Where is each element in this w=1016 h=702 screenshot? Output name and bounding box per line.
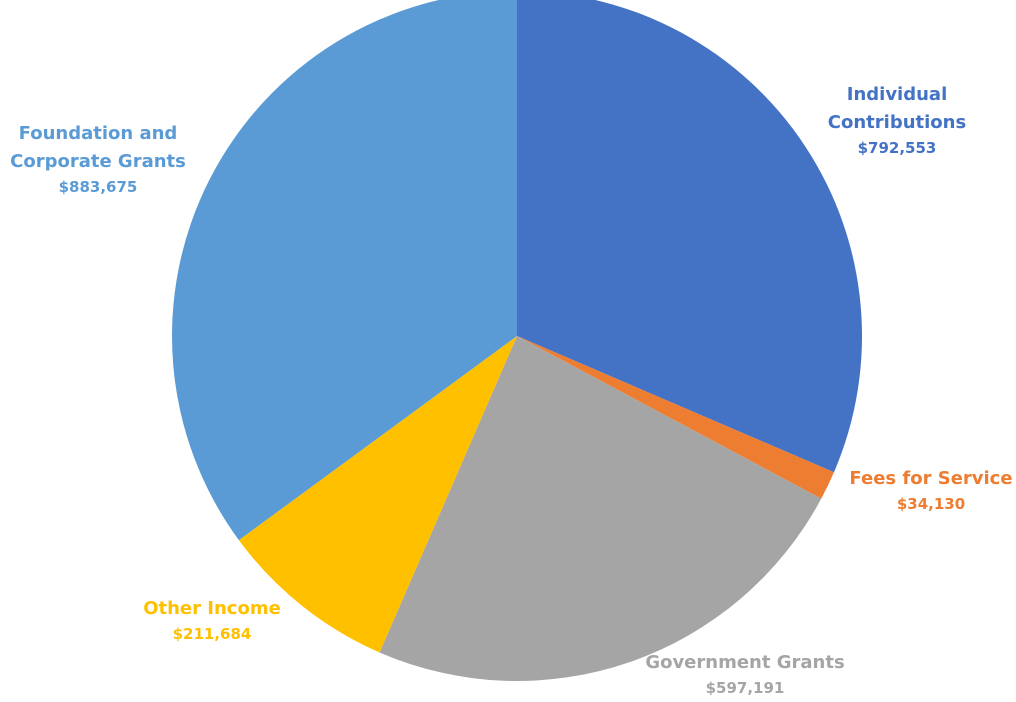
pie-slice-3 [238, 336, 517, 653]
data-label-2: Government Grants $597,191 [645, 652, 844, 697]
data-label-4: Foundation and Corporate Grants $883,675 [10, 123, 186, 196]
data-label-category: Foundation and [19, 123, 178, 144]
data-label-value: $792,553 [858, 139, 937, 157]
data-label-value: $211,684 [173, 625, 252, 643]
data-label-category: Corporate Grants [10, 151, 186, 172]
data-label-category: Fees for Service [849, 468, 1012, 489]
data-label-value: $597,191 [706, 679, 785, 697]
pie-slices [172, 0, 862, 682]
data-labels: Individual Contributions $792,553 Fees for … [10, 84, 1012, 697]
pie-slice-2 [379, 336, 822, 682]
data-label-category: Government Grants [645, 652, 844, 673]
data-label-category: Individual [847, 84, 948, 105]
data-label-category: Contributions [828, 112, 966, 133]
pie-slice-0 [517, 0, 862, 473]
data-label-category: Other Income [143, 598, 281, 619]
pie-slice-1 [517, 336, 834, 499]
pie-slice-4 [172, 0, 517, 541]
data-label-value: $34,130 [897, 495, 965, 513]
data-label-1: Fees for Service $34,130 [849, 468, 1012, 513]
data-label-3: Other Income $211,684 [143, 598, 281, 643]
data-label-0: Individual Contributions $792,553 [828, 84, 966, 157]
data-label-value: $883,675 [59, 178, 138, 196]
